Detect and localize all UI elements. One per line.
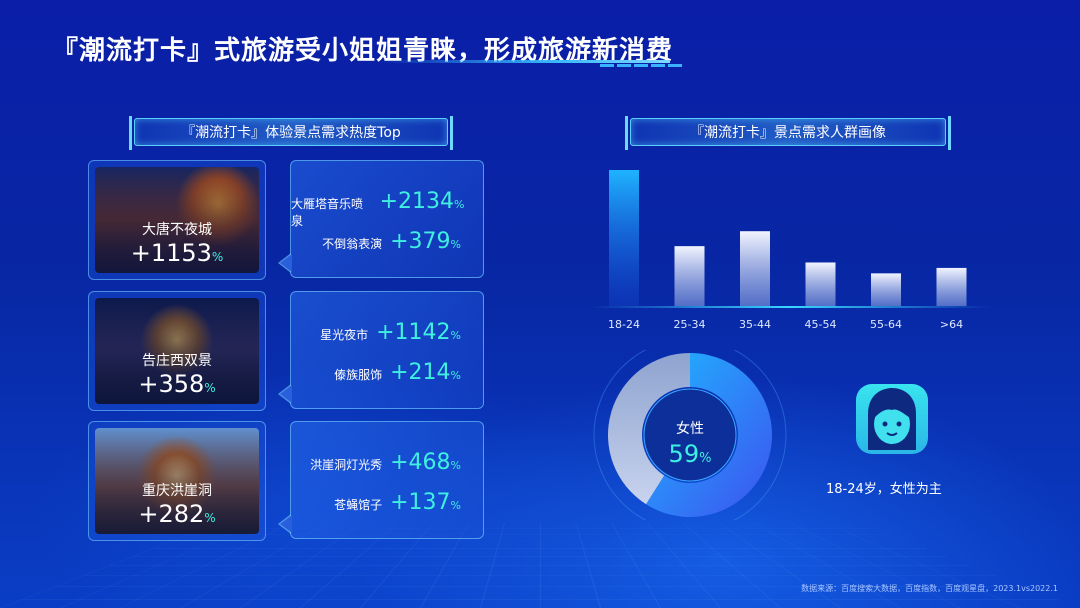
attraction-growth: +1153%	[130, 239, 224, 267]
detail-label: 苍蝇馆子	[334, 498, 383, 512]
attraction-growth: +358%	[138, 370, 216, 398]
attraction-photo-3: 重庆洪崖洞 +282%	[95, 428, 259, 534]
detail-value: +1142%	[376, 320, 461, 345]
attraction-card-1: 大唐不夜城 +1153%	[88, 160, 266, 280]
donut-label: 女性 59%	[640, 418, 740, 468]
x-tick-label: 25-34	[674, 318, 706, 331]
x-tick-label: >64	[940, 318, 963, 331]
bar-35-44	[740, 231, 770, 306]
right-section-title: 『潮流打卡』景点需求人群画像	[625, 116, 951, 150]
bar->64	[936, 267, 967, 306]
age-bar-chart: 18-24 25-34 35-44 45-54 55-64 >64	[590, 170, 990, 331]
attraction-name: 重庆洪崖洞	[142, 483, 212, 499]
x-tick-label: 55-64	[870, 318, 902, 331]
bar-55-64	[871, 273, 901, 306]
detail-value: +137%	[390, 490, 461, 515]
detail-label: 不倒翁表演	[322, 237, 383, 251]
x-tick-label: 18-24	[608, 318, 640, 331]
x-tick-label: 35-44	[739, 318, 771, 331]
donut-center	[643, 388, 737, 482]
left-section-title: 『潮流打卡』体验景点需求热度Top	[129, 116, 453, 150]
detail-label: 星光夜市	[320, 328, 369, 342]
attraction-card-3: 重庆洪崖洞 +282%	[88, 421, 266, 541]
title-underline	[380, 60, 670, 63]
donut-slice-other	[608, 353, 690, 505]
x-tick-label: 45-54	[805, 318, 837, 331]
title-decoration	[600, 64, 682, 67]
attraction-name: 告庄西双景	[142, 353, 212, 369]
gender-value: 59%	[668, 440, 712, 468]
detail-row: 傣族服饰 +214%	[334, 360, 461, 385]
detail-value: +2134%	[379, 189, 465, 214]
attraction-detail-3: 洪崖洞灯光秀 +468% 苍蝇馆子 +137%	[278, 421, 484, 539]
donut-slice-female	[646, 353, 772, 517]
detail-label: 傣族服饰	[334, 368, 383, 382]
bar-25-34	[674, 246, 705, 306]
gender-label: 女性	[676, 421, 704, 437]
detail-row: 洪崖洞灯光秀 +468%	[310, 450, 461, 475]
attraction-card-2: 告庄西双景 +358%	[88, 291, 266, 411]
attraction-detail-2: 星光夜市 +1142% 傣族服饰 +214%	[278, 291, 484, 409]
attraction-photo-2: 告庄西双景 +358%	[95, 298, 259, 404]
detail-row: 不倒翁表演 +379%	[322, 229, 461, 254]
chart-baseline	[590, 306, 990, 308]
gender-donut-chart	[593, 350, 787, 520]
attraction-name: 大唐不夜城	[142, 222, 212, 238]
bar-18-24	[609, 170, 639, 306]
detail-label: 大雁塔音乐喷泉	[291, 197, 364, 228]
detail-value: +468%	[390, 450, 461, 475]
female-avatar-icon	[856, 384, 928, 454]
detail-label: 洪崖洞灯光秀	[310, 458, 383, 472]
data-source: 数据来源：百度搜索大数据，百度指数，百度观星盘，2023.1vs2022.1	[801, 584, 1058, 593]
detail-row: 大雁塔音乐喷泉 +2134%	[291, 189, 465, 229]
attraction-photo-1: 大唐不夜城 +1153%	[95, 167, 259, 273]
detail-row: 星光夜市 +1142%	[320, 320, 461, 345]
bar-45-54	[805, 262, 836, 306]
persona-caption: 18-24岁，女性为主	[826, 482, 942, 497]
detail-row: 苍蝇馆子 +137%	[334, 490, 461, 515]
detail-value: +379%	[390, 229, 461, 254]
detail-value: +214%	[390, 360, 461, 385]
attraction-detail-1: 大雁塔音乐喷泉 +2134% 不倒翁表演 +379%	[278, 160, 484, 278]
attraction-growth: +282%	[138, 500, 216, 528]
